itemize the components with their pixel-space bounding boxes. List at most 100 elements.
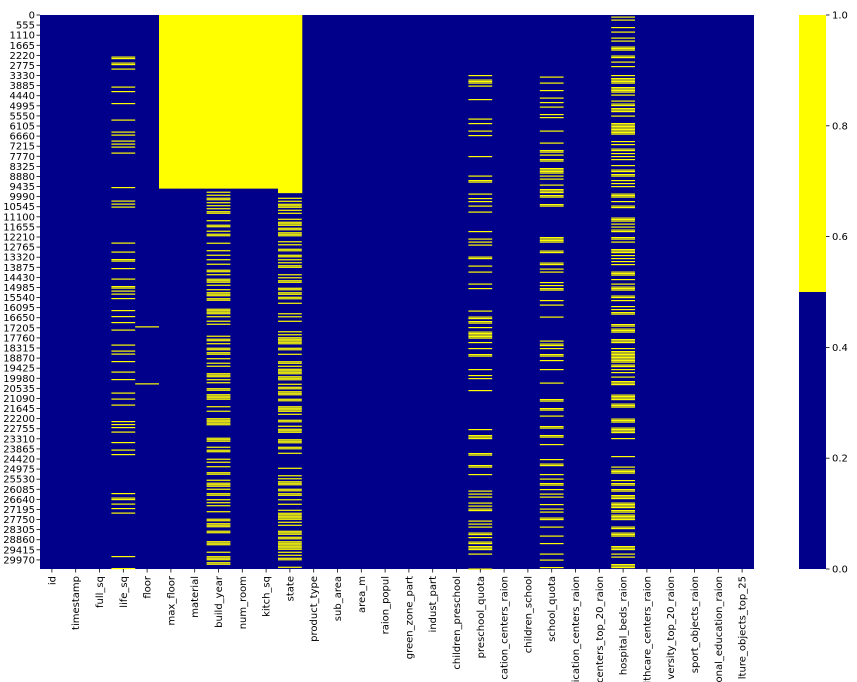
missing-stripe	[206, 523, 231, 525]
missing-stripe	[611, 81, 635, 83]
missing-stripe	[611, 144, 635, 146]
missing-stripe	[611, 381, 635, 383]
missing-stripe	[111, 285, 136, 288]
x-tick-label: indust_part	[428, 576, 439, 633]
missing-stripe	[611, 340, 635, 342]
missing-stripe	[111, 131, 136, 133]
missing-stripe	[278, 566, 302, 568]
y-tick-label: 29415	[3, 545, 35, 556]
missing-stripe	[468, 547, 493, 549]
missing-stripe	[468, 377, 493, 380]
missing-stripe	[611, 360, 635, 362]
missing-stripe	[611, 124, 635, 126]
missing-stripe	[539, 89, 564, 92]
missing-stripe	[468, 322, 493, 324]
missing-stripe	[611, 229, 635, 231]
missing-stripe	[111, 321, 136, 324]
missing-stripe	[111, 206, 136, 208]
missing-stripe	[278, 428, 302, 430]
missing-stripe	[468, 368, 493, 371]
missing-stripe	[111, 251, 136, 253]
missing-stripe	[611, 31, 635, 33]
missing-stripe	[611, 226, 635, 228]
missing-stripe	[111, 200, 136, 202]
missing-stripe	[611, 283, 635, 285]
colorbar-tick-label: 0.6	[832, 232, 848, 243]
missing-stripe	[611, 250, 635, 252]
missing-stripe	[611, 483, 635, 485]
missing-stripe	[611, 565, 635, 567]
missing-stripe	[278, 512, 302, 514]
missing-stripe	[468, 347, 493, 350]
missing-stripe	[539, 436, 564, 438]
missing-stripe	[278, 232, 302, 234]
missing-stripe	[278, 503, 302, 505]
missing-stripe	[206, 511, 231, 513]
missing-stripe	[611, 519, 635, 521]
missing-stripe	[206, 421, 231, 423]
missing-block-kitch_sq	[254, 15, 279, 189]
missing-stripe	[611, 354, 635, 356]
missing-stripe	[468, 493, 493, 495]
missing-stripe	[611, 309, 635, 311]
missing-stripe	[206, 502, 231, 504]
missing-stripe	[278, 419, 302, 421]
missing-stripe	[539, 347, 564, 350]
missing-stripe	[611, 108, 635, 110]
missing-stripe	[611, 396, 635, 398]
missing-stripe	[278, 532, 302, 534]
y-tick-label: 7215	[10, 142, 35, 153]
missing-stripe	[278, 277, 302, 279]
missing-stripe	[539, 355, 564, 357]
missing-stripe	[468, 205, 493, 207]
missing-stripe	[611, 109, 635, 111]
missing-stripe	[278, 482, 302, 484]
missing-stripe	[468, 452, 493, 455]
missing-stripe	[611, 297, 635, 299]
missing-stripe	[468, 428, 493, 431]
y-tick-label: 3885	[10, 81, 35, 92]
x-tick-label: ication_centers_raion	[571, 576, 582, 682]
y-tick-label: 9990	[10, 192, 35, 203]
colorbar-tick-label: 0.0	[832, 565, 848, 576]
missing-stripe	[468, 509, 493, 512]
heatmap-background	[40, 15, 754, 569]
missing-stripe	[611, 471, 635, 473]
y-tick-label: 17205	[3, 323, 35, 334]
missing-stripe	[111, 497, 136, 499]
missing-stripe	[206, 472, 231, 474]
missing-stripe	[611, 516, 635, 518]
missing-stripe	[278, 493, 302, 495]
y-tick-label: 27750	[3, 515, 35, 526]
missing-stripe	[278, 430, 302, 432]
missing-stripe	[468, 179, 493, 182]
missing-stripe	[468, 490, 493, 492]
missing-stripe	[611, 361, 635, 363]
missing-stripe	[206, 349, 231, 351]
missing-stripe	[206, 494, 231, 496]
missing-stripe	[539, 154, 564, 156]
missing-stripe	[468, 505, 493, 507]
missing-stripe	[539, 251, 564, 254]
missing-stripe	[539, 203, 564, 206]
missing-stripe	[611, 111, 635, 113]
missing-stripe	[206, 220, 231, 222]
missing-stripe	[539, 169, 564, 171]
missing-stripe	[206, 358, 231, 360]
missing-stripe	[611, 517, 635, 519]
missing-stripe	[539, 151, 564, 153]
y-tick-label: 1665	[10, 41, 35, 52]
missing-stripe	[539, 511, 564, 513]
y-tick-label: 12210	[3, 233, 35, 244]
y-tick-label: 2775	[10, 61, 35, 72]
missing-stripe	[611, 169, 635, 171]
missing-stripe	[611, 196, 635, 198]
missing-stripe	[611, 241, 635, 243]
missing-stripe	[539, 463, 564, 465]
missing-stripe	[539, 194, 564, 197]
missing-stripe	[278, 377, 302, 379]
missing-stripe	[611, 480, 635, 482]
missing-stripe	[278, 235, 302, 237]
x-tick-label: material	[190, 576, 201, 618]
